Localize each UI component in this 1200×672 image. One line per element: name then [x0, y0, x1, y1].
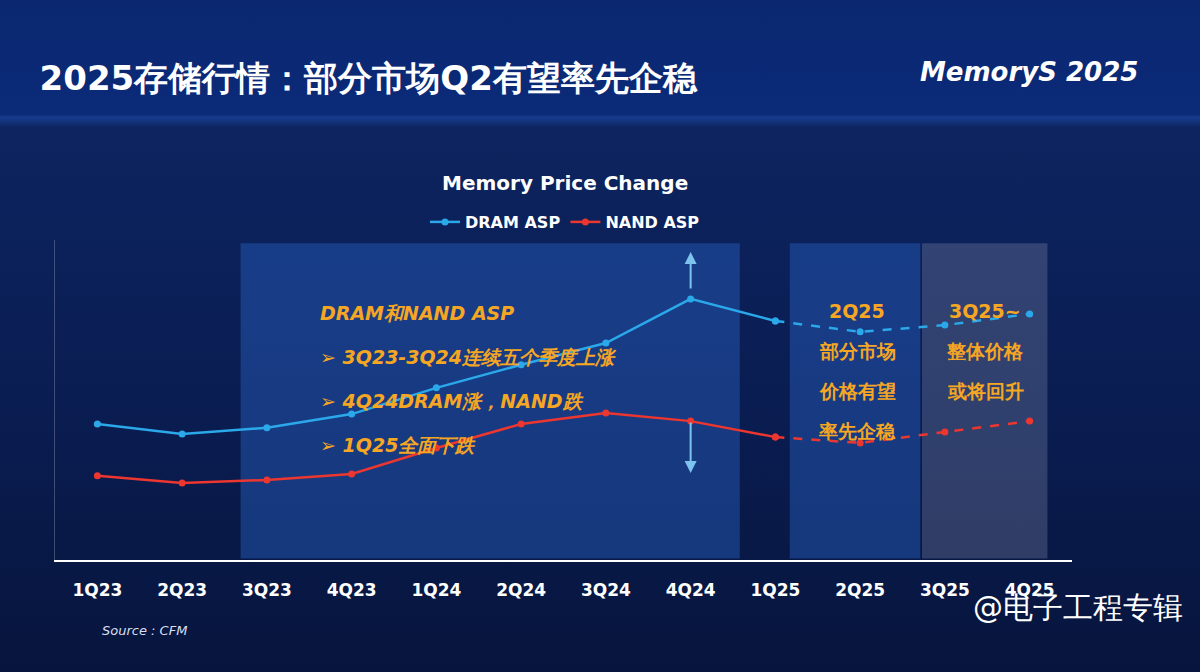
svg-text:2Q25: 2Q25 — [829, 300, 885, 322]
svg-text:➢ 4Q24DRAM涨，NAND跌: ➢ 4Q24DRAM涨，NAND跌 — [320, 390, 584, 412]
svg-text:2Q24: 2Q24 — [496, 580, 546, 600]
svg-text:部分市场: 部分市场 — [819, 340, 896, 362]
svg-text:DRAM和NAND ASP: DRAM和NAND ASP — [320, 302, 514, 324]
svg-text:3Q25~: 3Q25~ — [949, 300, 1021, 322]
svg-text:3Q25: 3Q25 — [920, 580, 970, 600]
svg-text:NAND ASP: NAND ASP — [605, 213, 699, 232]
svg-text:1Q23: 1Q23 — [72, 580, 122, 600]
svg-text:3Q24: 3Q24 — [581, 580, 631, 600]
svg-text:2Q25: 2Q25 — [835, 580, 885, 600]
svg-text:MemoryS 2025: MemoryS 2025 — [920, 57, 1138, 87]
svg-text:➢ 3Q23-3Q24连续五个季度上涨: ➢ 3Q23-3Q24连续五个季度上涨 — [320, 346, 617, 368]
svg-text:率先企稳: 率先企稳 — [818, 420, 896, 442]
svg-text:Source : CFM: Source : CFM — [102, 623, 187, 638]
svg-text:Memory Price Change: Memory Price Change — [442, 171, 688, 195]
svg-text:@电子工程专辑: @电子工程专辑 — [973, 590, 1183, 625]
svg-text:4Q24: 4Q24 — [666, 580, 716, 600]
svg-text:2025存储行情：部分市场Q2有望率先企稳: 2025存储行情：部分市场Q2有望率先企稳 — [40, 58, 698, 98]
svg-text:1Q25: 1Q25 — [750, 580, 800, 600]
svg-text:整体价格: 整体价格 — [946, 340, 1024, 362]
svg-text:➢ 1Q25全面下跌: ➢ 1Q25全面下跌 — [320, 434, 476, 456]
svg-text:4Q25: 4Q25 — [1005, 580, 1055, 600]
svg-text:3Q23: 3Q23 — [242, 580, 292, 600]
svg-text:价格有望: 价格有望 — [819, 380, 896, 402]
svg-text:2Q23: 2Q23 — [157, 580, 207, 600]
svg-text:4Q23: 4Q23 — [327, 580, 377, 600]
svg-text:DRAM ASP: DRAM ASP — [465, 213, 560, 232]
svg-text:1Q24: 1Q24 — [411, 580, 461, 600]
svg-text:或将回升: 或将回升 — [947, 380, 1024, 402]
